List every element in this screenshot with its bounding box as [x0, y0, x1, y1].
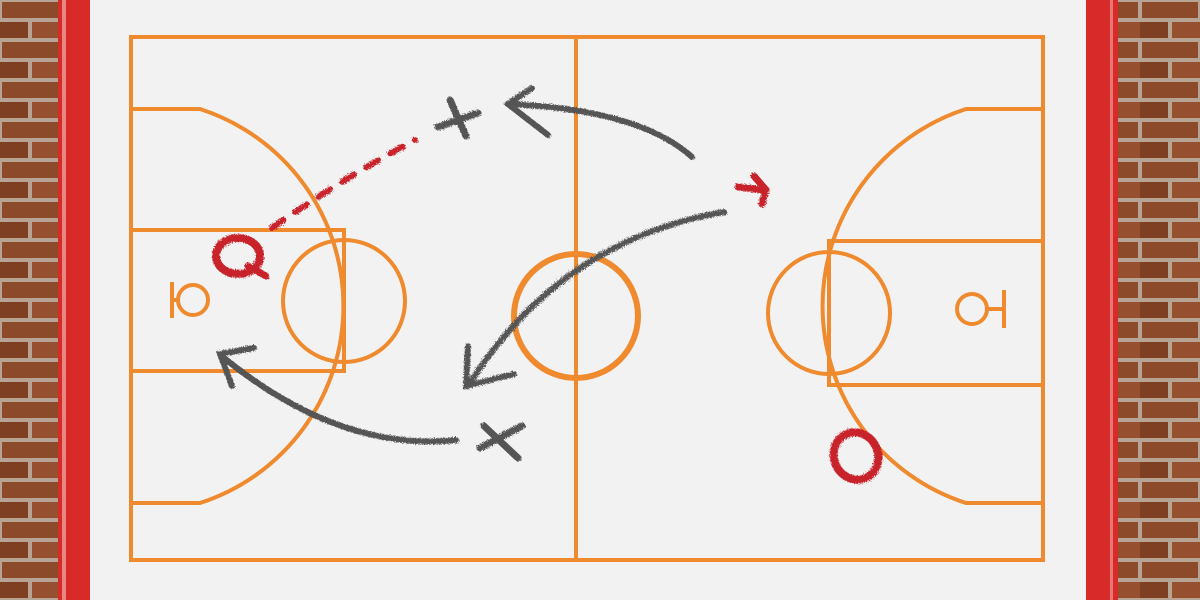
pass-path-red — [269, 137, 418, 231]
free-throw-circle-left — [281, 238, 407, 364]
center-circle — [511, 251, 641, 381]
movement-arrow-middle — [465, 209, 727, 389]
arrowhead-bottom-icon — [215, 345, 257, 389]
basket-left-icon — [170, 282, 210, 318]
court — [129, 35, 1045, 562]
play-drawing — [212, 85, 883, 484]
basket-right-icon — [955, 290, 1006, 328]
key-right — [827, 239, 1045, 387]
arrowhead-middle-icon — [462, 343, 517, 390]
offense-o-icon — [212, 234, 264, 278]
whiteboard — [90, 0, 1086, 600]
red-arrow-right — [734, 172, 770, 208]
offense-o-icon — [829, 428, 883, 484]
arrowhead-top-icon — [502, 85, 551, 138]
defender-x-icon — [434, 96, 482, 140]
brick-wall-right — [1110, 0, 1200, 600]
free-throw-circle-right — [766, 250, 892, 376]
frame-right — [1082, 0, 1118, 600]
three-point-arc-right — [820, 107, 1043, 505]
movement-arrow-top — [507, 101, 695, 160]
movement-arrow-bottom — [221, 355, 459, 445]
defender-x-icon — [476, 422, 526, 462]
